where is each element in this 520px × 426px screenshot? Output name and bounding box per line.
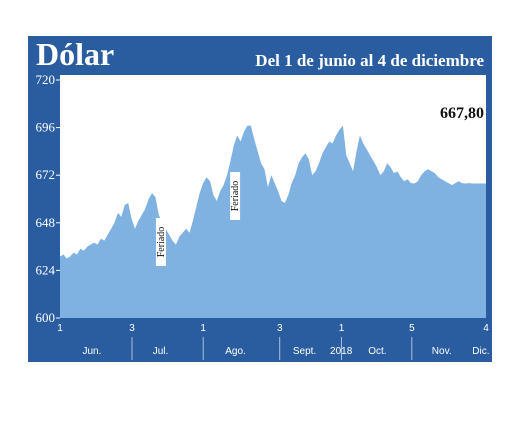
month-label: 2018: [330, 346, 353, 357]
last-value-label: 667,80: [440, 105, 484, 122]
y-tick-label: 648: [36, 215, 56, 230]
holiday-label: Feriado: [230, 181, 241, 212]
x-axis: 1 3 1 3 1 5 4: [57, 323, 489, 360]
x-tick-label: 5: [409, 323, 415, 334]
month-label: Ago.: [225, 346, 246, 357]
y-tick-label: 720: [36, 72, 56, 87]
y-tick-label: 696: [36, 120, 56, 135]
x-tick-label: 3: [277, 323, 283, 334]
x-tick-label: 3: [129, 323, 135, 334]
y-tick-label: 600: [36, 310, 56, 325]
month-label: Sept.: [293, 346, 316, 357]
month-label: Jul.: [153, 346, 169, 357]
month-label: Dic.: [472, 346, 489, 357]
chart-title: Dólar: [36, 36, 114, 72]
header-band: [28, 36, 492, 75]
y-axis: 720 696 672 648 624 600: [36, 72, 60, 325]
frame-left-strip: [28, 75, 60, 362]
frame-bottom-strip: [28, 318, 492, 362]
month-labels: Jun. Jul. Ago. Sept. 2018 Oct. Nov. Dic.: [82, 346, 489, 357]
frame-right-strip: [486, 75, 492, 362]
y-tick-label: 672: [36, 167, 56, 182]
x-tick-label: 1: [339, 323, 345, 334]
month-label: Jun.: [82, 346, 101, 357]
chart-subtitle: Del 1 de junio al 4 de diciembre: [255, 51, 484, 70]
x-tick-label: 1: [57, 323, 63, 334]
month-label: Oct.: [368, 346, 386, 357]
month-label: Nov.: [432, 346, 452, 357]
x-tick-label: 4: [483, 323, 489, 334]
holiday-marker-box: [155, 218, 166, 266]
x-tick-label: 1: [200, 323, 206, 334]
holiday-marker-box: [230, 172, 241, 220]
series-area: [60, 125, 486, 318]
holiday-label: Feriado: [156, 227, 167, 258]
y-tick-label: 624: [36, 262, 56, 277]
annotations: Feriado Feriado: [155, 172, 241, 266]
